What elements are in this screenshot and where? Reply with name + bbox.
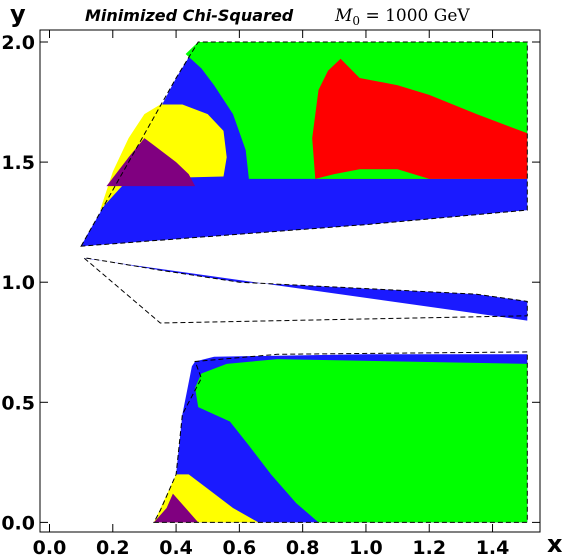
y-tick-label: 1.5 (1, 152, 35, 174)
region-8 (315, 169, 430, 179)
plot-frame (39, 29, 541, 533)
regions-layer (81, 42, 528, 523)
region-boundary-2 (80, 41, 528, 247)
x-axis-label: x (547, 530, 563, 557)
subtitle-symbol: M (334, 6, 353, 26)
x-tick-label: 0.8 (286, 537, 320, 557)
ticks-layer: 0.0 0.2 0.4 0.6 0.8 1.0 1.2 1.4 0.0 0.5 1.0 1.5 2.0 (1, 30, 540, 557)
y-tick-label: 0.5 (1, 392, 35, 414)
x-tick-label: 0.2 (96, 537, 130, 557)
x-tick-label: 1.0 (349, 537, 383, 557)
outline-layer (80, 41, 528, 523)
y-tick-label: 0.0 (1, 512, 35, 534)
y-tick-label: 2.0 (1, 32, 35, 54)
x-tick-label: 1.4 (476, 537, 510, 557)
subtitle-value: = 1000 GeV (360, 6, 470, 26)
region-boundary-1 (82, 257, 528, 324)
chart-subtitle: M0 = 1000 GeV (334, 6, 470, 28)
region-1 (195, 359, 528, 523)
chart-title: Minimized Chi-Squared (85, 6, 294, 25)
region-7 (312, 58, 528, 179)
region-3 (153, 493, 199, 523)
y-tick-label: 1.0 (1, 272, 35, 294)
subtitle-subscript: 0 (352, 14, 360, 28)
region-4 (84, 258, 528, 321)
region-10 (106, 138, 196, 187)
x-tick-label: 1.2 (412, 537, 446, 557)
x-tick-label: 0.4 (159, 537, 193, 557)
region-boundary-0 (153, 351, 528, 523)
x-tick-label: 0.6 (223, 537, 257, 557)
x-tick-label: 0.0 (33, 537, 67, 557)
y-axis-label: y (10, 0, 26, 28)
